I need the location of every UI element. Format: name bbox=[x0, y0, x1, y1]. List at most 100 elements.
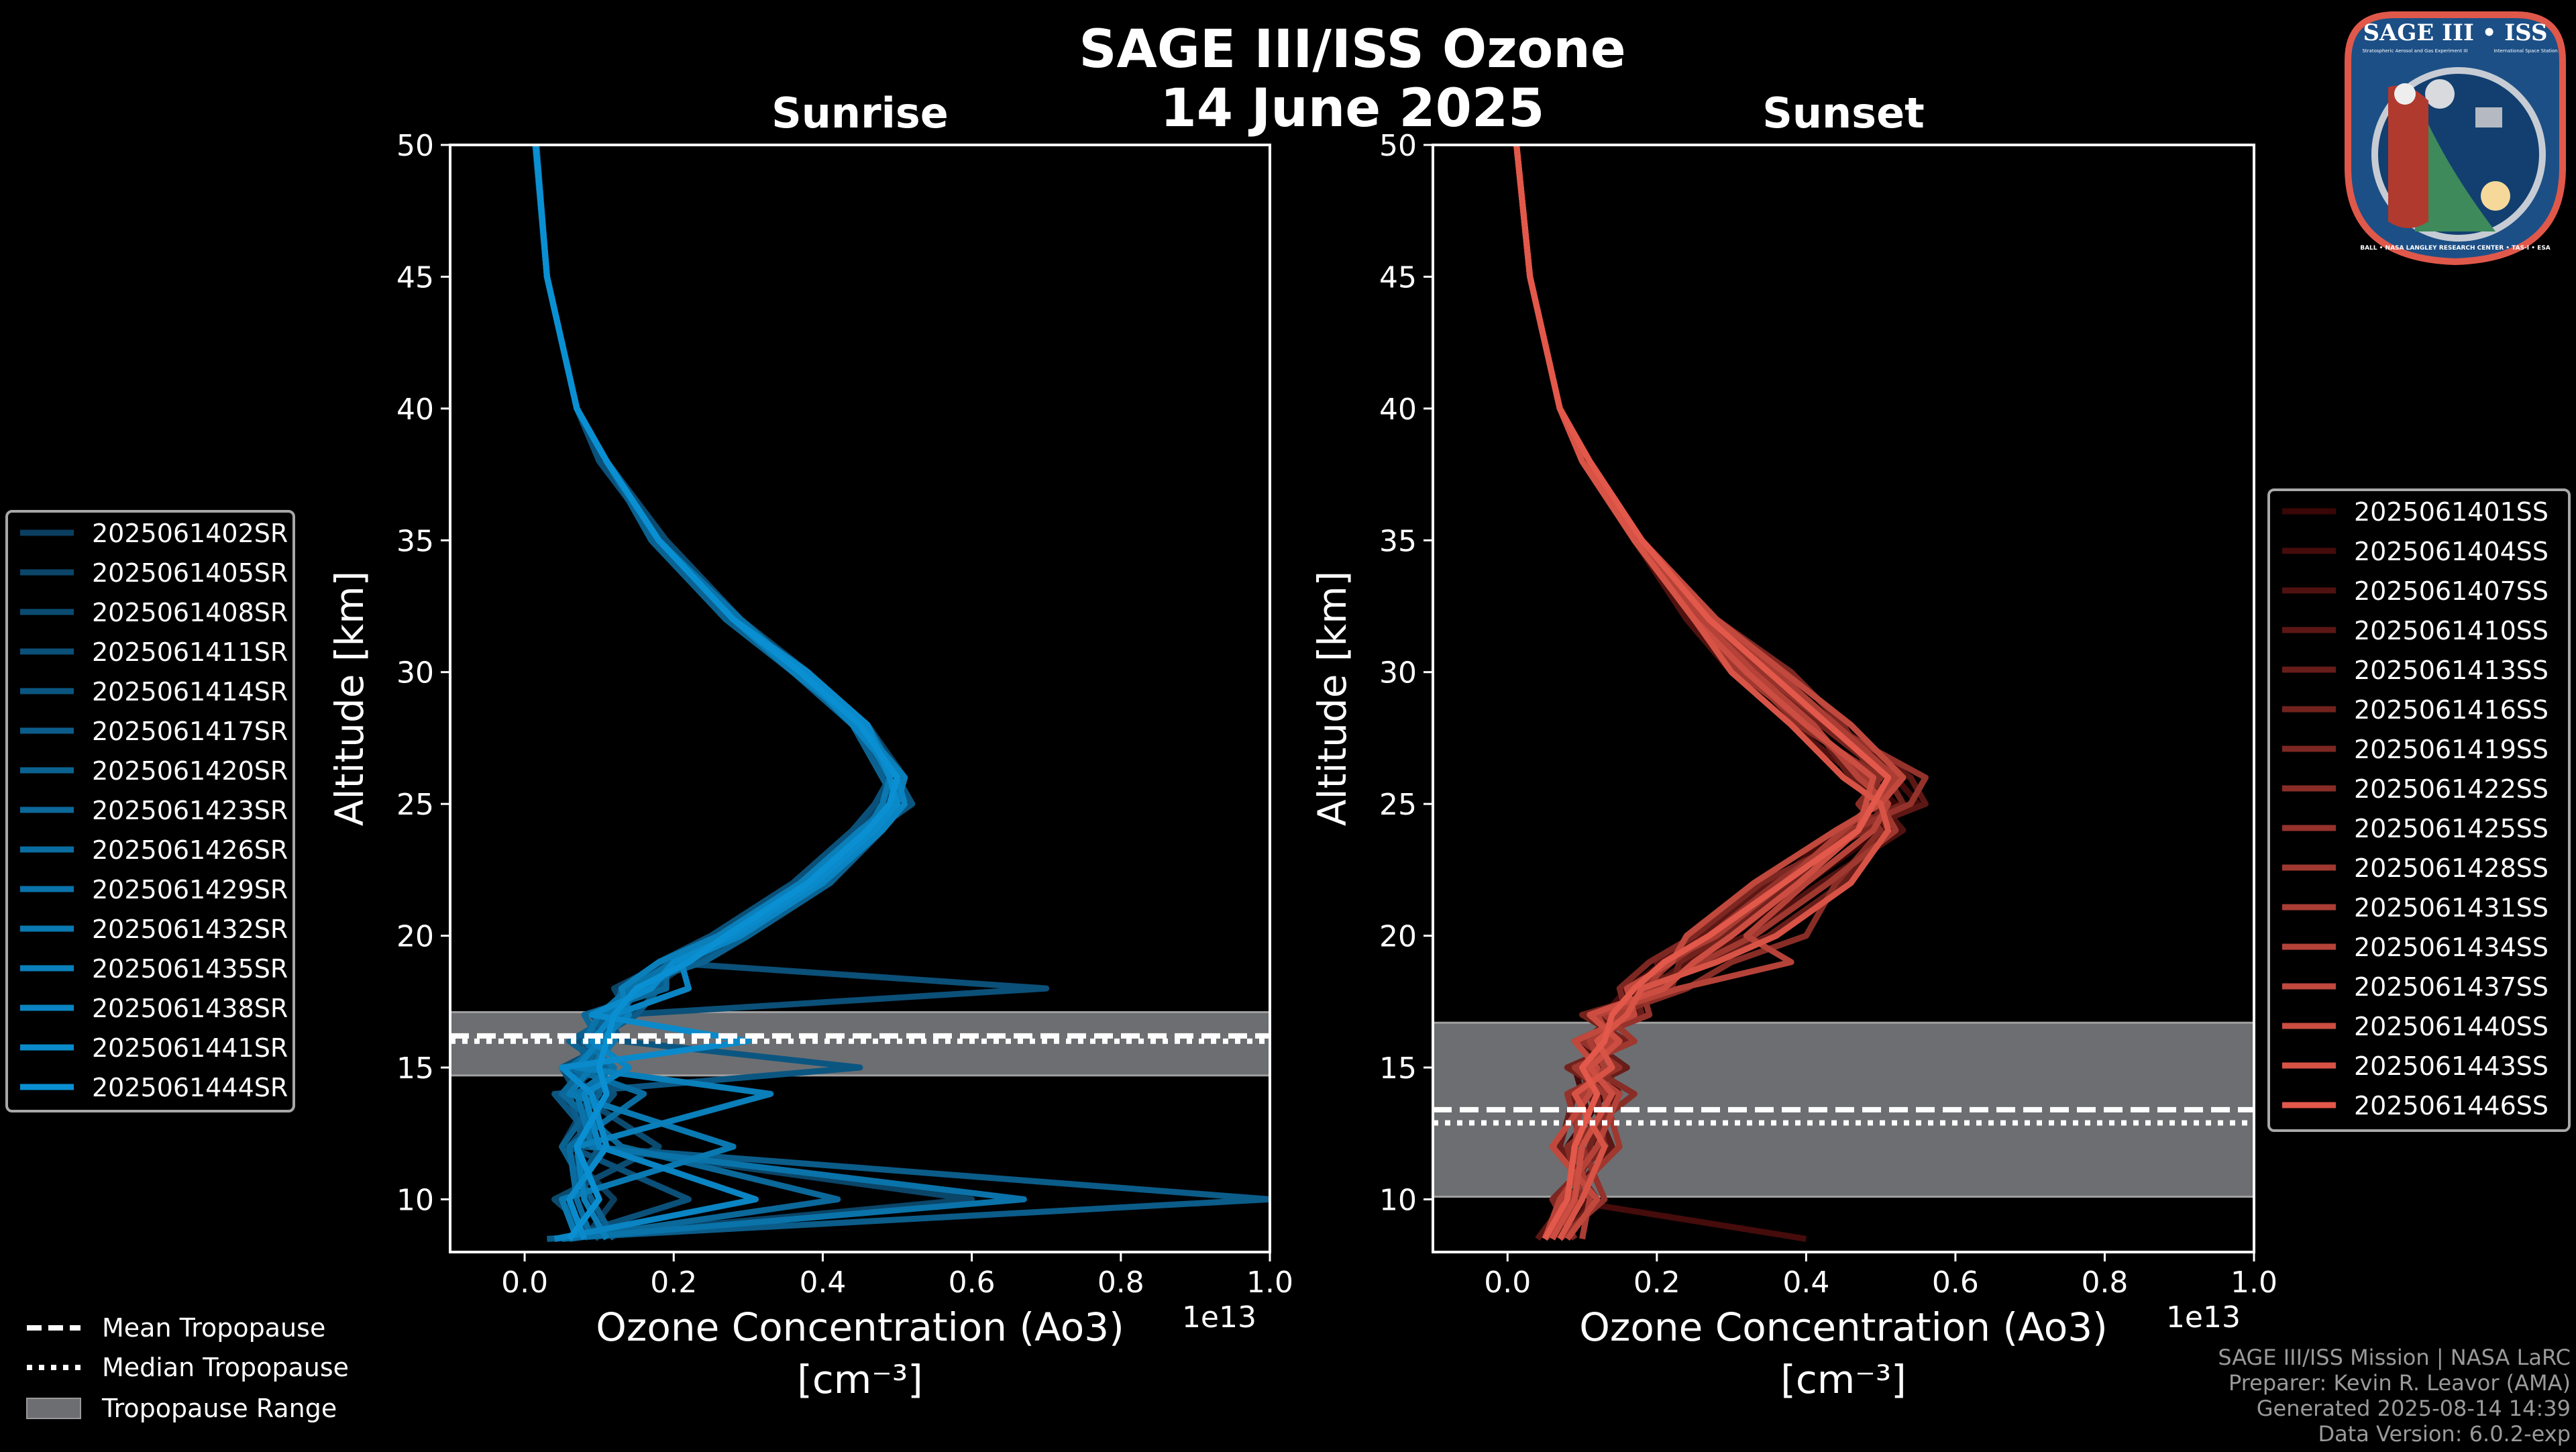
legend-label: 2025061423SR bbox=[92, 796, 288, 825]
y-tick-label: 20 bbox=[1379, 920, 1417, 954]
legend-label: 2025061425SS bbox=[2354, 814, 2548, 843]
legend-label: 2025061405SR bbox=[92, 558, 288, 588]
legend-label: 2025061414SR bbox=[92, 677, 288, 707]
legend-label: 2025061444SR bbox=[92, 1073, 288, 1102]
legend-label: 2025061434SS bbox=[2354, 933, 2548, 962]
legend-label: 2025061435SR bbox=[92, 954, 288, 984]
legend-label: 2025061408SR bbox=[92, 598, 288, 627]
logo-subtitle: International Space Station bbox=[2493, 48, 2557, 54]
legend-label: 2025061419SS bbox=[2354, 735, 2548, 764]
figure-title: SAGE III/ISS Ozone bbox=[1079, 19, 1625, 80]
x-axis-label: Ozone Concentration (Ao3) bbox=[596, 1304, 1124, 1350]
legend-label: 2025061420SR bbox=[92, 756, 288, 786]
legend-label: 2025061416SS bbox=[2354, 695, 2548, 725]
y-tick-label: 15 bbox=[1379, 1051, 1417, 1086]
y-tick-label: 50 bbox=[1379, 129, 1417, 163]
legend-box bbox=[2267, 488, 2571, 1132]
x-tick-label: 0.6 bbox=[1932, 1265, 1979, 1300]
legend-label: 2025061428SS bbox=[2354, 853, 2548, 883]
logo-subtitle: Stratospheric Aerosol and Gas Experiment… bbox=[2362, 48, 2467, 54]
legend-label: 2025061443SS bbox=[2354, 1051, 2548, 1081]
x-axis-label: Ozone Concentration (Ao3) bbox=[1579, 1304, 2108, 1350]
profile-line-2025061446SS bbox=[1513, 145, 1892, 1241]
sunset-panel: Sunset 0.0 0.2 0.4 0.6 0.8 1.0 10 15 20 25 30 35 40 45… bbox=[1309, 89, 2277, 1402]
axes-frame bbox=[449, 144, 1271, 1253]
axes-frame bbox=[1432, 144, 2255, 1253]
profile-line-2025061440SS bbox=[1513, 145, 1876, 1241]
y-tick-label: 10 bbox=[396, 1183, 434, 1217]
sunrise-panel: Sunrise 0.0 0.2 0.4 0.6 0.8 1.0 10 15 20 25 30 35 40 4… bbox=[327, 89, 1293, 1402]
legend-label: 2025061438SR bbox=[92, 994, 288, 1023]
profile-line-2025061444SR bbox=[533, 145, 900, 1241]
x-tick-label: 0.2 bbox=[1633, 1265, 1680, 1300]
y-tick-label: 20 bbox=[396, 920, 434, 954]
y-tick-label: 15 bbox=[396, 1051, 434, 1086]
tropopause-range-swatch bbox=[26, 1398, 81, 1419]
legend-label: 2025061429SR bbox=[92, 875, 288, 904]
y-tick-label: 25 bbox=[396, 788, 434, 822]
iss-icon bbox=[2475, 107, 2502, 127]
panel-title: Sunrise bbox=[771, 89, 949, 138]
plot-area bbox=[450, 145, 1270, 1242]
mean-tropopause-label: Mean Tropopause bbox=[102, 1313, 325, 1343]
x-scale-label: 1e13 bbox=[2166, 1300, 2241, 1335]
sunrise-legend: 2025061402SR 2025061405SR 2025061408SR 2025… bbox=[5, 510, 295, 1112]
figure-date: 14 June 2025 bbox=[1161, 79, 1545, 139]
x-scale-label: 1e13 bbox=[1182, 1300, 1256, 1335]
sun-icon bbox=[2481, 181, 2510, 211]
legend-label: 2025061402SR bbox=[92, 519, 288, 548]
x-axis-units: [cm⁻³] bbox=[1780, 1357, 1907, 1402]
footer-line: Data Version: 6.0.2-exp bbox=[2318, 1421, 2571, 1447]
x-tick-label: 1.0 bbox=[1246, 1265, 1293, 1300]
x-tick-label: 0.4 bbox=[799, 1265, 846, 1300]
panel-title: Sunset bbox=[1762, 89, 1925, 138]
y-axis-label: Altitude [km] bbox=[1309, 571, 1355, 826]
legend-label: 2025061422SS bbox=[2354, 774, 2548, 804]
legend-label: 2025061431SS bbox=[2354, 893, 2548, 923]
footer-credits: SAGE III/ISS Mission | NASA LaRC Prepare… bbox=[2218, 1345, 2571, 1447]
footer-line: Preparer: Kevin R. Leavor (AMA) bbox=[2229, 1370, 2571, 1396]
x-tick-label: 0.0 bbox=[501, 1265, 548, 1300]
median-tropopause-label: Median Tropopause bbox=[102, 1353, 349, 1382]
legend-label: 2025061411SR bbox=[92, 637, 288, 667]
footer-line: Generated 2025-08-14 14:39 bbox=[2257, 1396, 2571, 1421]
legend-label: 2025061441SR bbox=[92, 1033, 288, 1063]
legend-label: 2025061407SS bbox=[2354, 576, 2548, 606]
sunset-legend: 2025061401SS 2025061404SS 2025061407SS 2025… bbox=[2267, 488, 2571, 1132]
x-tick-label: 0.4 bbox=[1782, 1265, 1829, 1300]
legend-label: 2025061413SS bbox=[2354, 656, 2548, 685]
y-axis-label: Altitude [km] bbox=[327, 571, 372, 826]
y-tick-label: 30 bbox=[1379, 656, 1417, 690]
x-tick-label: 0.8 bbox=[1097, 1265, 1144, 1300]
x-axis-units: [cm⁻³] bbox=[797, 1357, 923, 1402]
y-tick-label: 35 bbox=[1379, 524, 1417, 558]
legend-label: 2025061440SS bbox=[2354, 1012, 2548, 1041]
x-tick-label: 1.0 bbox=[2231, 1265, 2277, 1300]
legend-label: 2025061404SS bbox=[2354, 537, 2548, 566]
legend-label: 2025061432SR bbox=[92, 915, 288, 944]
tropopause-legend: Mean Tropopause Median Tropopause Tropop… bbox=[26, 1313, 349, 1423]
y-tick-label: 40 bbox=[396, 393, 434, 427]
sage-iii-iss-mission-logo: SAGE III • ISS Stratospheric Aerosol and… bbox=[2345, 11, 2566, 266]
y-tick-label: 45 bbox=[396, 260, 434, 295]
legend-label: 2025061410SS bbox=[2354, 616, 2548, 645]
x-tick-label: 0.2 bbox=[650, 1265, 697, 1300]
x-tick-label: 0.0 bbox=[1484, 1265, 1531, 1300]
logo-title: SAGE III • ISS bbox=[2363, 19, 2547, 46]
legend-label: 2025061426SR bbox=[92, 835, 288, 865]
logo-ring-text: BALL • NASA LANGLEY RESEARCH CENTER • TA… bbox=[2360, 245, 2551, 252]
y-tick-label: 35 bbox=[396, 524, 434, 558]
legend-label: 2025061446SS bbox=[2354, 1091, 2548, 1121]
footer-line: SAGE III/ISS Mission | NASA LaRC bbox=[2218, 1345, 2571, 1370]
x-tick-label: 0.8 bbox=[2081, 1265, 2128, 1300]
legend-label: 2025061401SS bbox=[2354, 497, 2548, 527]
legend-box bbox=[5, 510, 295, 1112]
y-tick-label: 10 bbox=[1379, 1183, 1417, 1217]
x-tick-label: 0.6 bbox=[949, 1265, 996, 1300]
y-tick-label: 25 bbox=[1379, 788, 1417, 822]
legend-label: 2025061437SS bbox=[2354, 972, 2548, 1002]
y-tick-label: 30 bbox=[396, 656, 434, 690]
profile-line-2025061443SS bbox=[1513, 145, 1892, 1241]
y-tick-label: 50 bbox=[396, 129, 434, 163]
